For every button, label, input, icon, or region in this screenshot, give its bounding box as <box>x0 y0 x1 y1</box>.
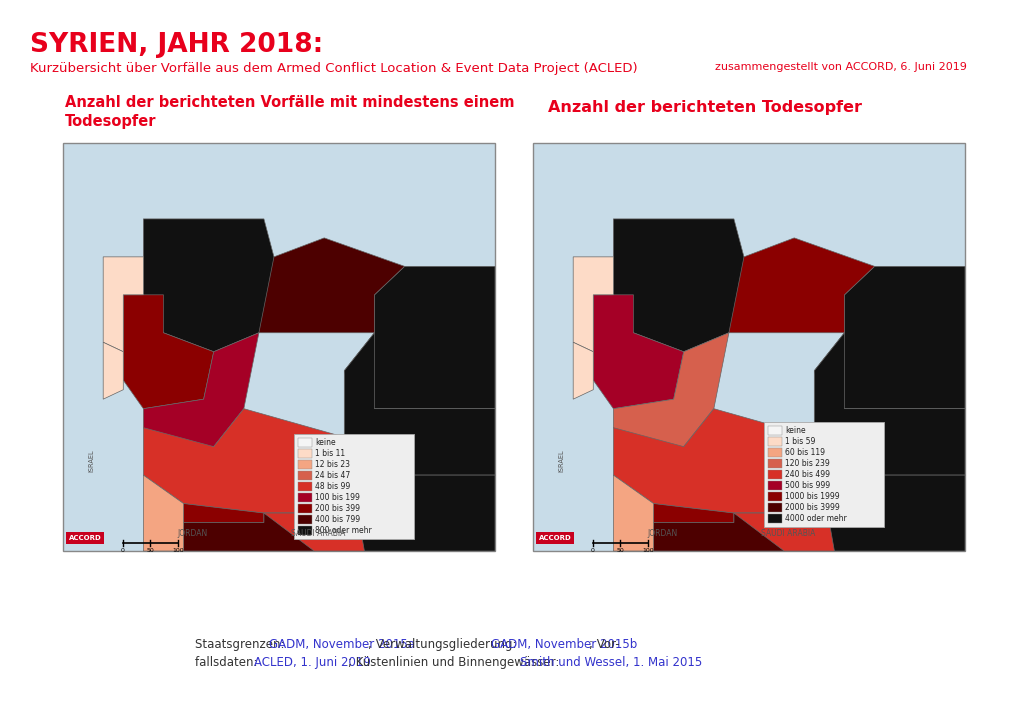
Text: keine: keine <box>315 438 335 447</box>
Text: ; Vor-: ; Vor- <box>589 638 620 651</box>
Bar <box>298 493 312 502</box>
Text: ISRAEL: ISRAEL <box>557 450 564 472</box>
Bar <box>66 532 104 544</box>
Text: keine: keine <box>785 426 805 435</box>
Text: ACLED, 1. Juni 2019: ACLED, 1. Juni 2019 <box>254 656 371 669</box>
Polygon shape <box>103 342 123 399</box>
Bar <box>767 459 782 468</box>
Bar <box>767 437 782 446</box>
Polygon shape <box>244 238 405 333</box>
Text: 60 bis 119: 60 bis 119 <box>785 448 824 457</box>
Polygon shape <box>144 219 274 352</box>
Bar <box>298 438 312 447</box>
Bar <box>767 470 782 479</box>
Bar <box>298 460 312 469</box>
Polygon shape <box>612 409 854 513</box>
Text: ACCORD: ACCORD <box>538 535 571 541</box>
Text: fallsdaten:: fallsdaten: <box>195 656 261 669</box>
Text: SAUDI ARABIA: SAUDI ARABIA <box>290 528 344 537</box>
Text: 50: 50 <box>146 548 154 553</box>
Bar <box>533 143 964 551</box>
Text: 48 bis 99: 48 bis 99 <box>315 482 350 491</box>
Text: ACCORD: ACCORD <box>68 535 101 541</box>
Text: 200 bis 399: 200 bis 399 <box>315 504 360 513</box>
Bar <box>767 448 782 457</box>
Polygon shape <box>344 266 494 409</box>
Text: Staatsgrenzen:: Staatsgrenzen: <box>195 638 288 651</box>
Polygon shape <box>653 513 794 551</box>
Text: ; Küstenlinien und Binnengewässer:: ; Küstenlinien und Binnengewässer: <box>347 656 562 669</box>
Text: 240 bis 499: 240 bis 499 <box>785 470 829 479</box>
Bar <box>767 514 782 523</box>
Text: ISRAEL: ISRAEL <box>88 450 94 472</box>
Text: GADM, November 2015b: GADM, November 2015b <box>490 638 637 651</box>
Text: 0: 0 <box>590 548 594 553</box>
Bar <box>298 515 312 524</box>
Bar <box>298 471 312 480</box>
Polygon shape <box>123 295 214 409</box>
Bar <box>298 526 312 535</box>
Text: 400 bis 799: 400 bis 799 <box>315 515 360 524</box>
Text: 0: 0 <box>121 548 124 553</box>
Polygon shape <box>612 219 743 352</box>
Bar <box>293 434 414 539</box>
Text: 800 oder mehr: 800 oder mehr <box>315 526 371 535</box>
Text: 500 bis 999: 500 bis 999 <box>785 481 829 490</box>
Text: SAUDI ARABIA: SAUDI ARABIA <box>760 528 814 537</box>
Text: 1000 bis 1999: 1000 bis 1999 <box>785 492 839 501</box>
Polygon shape <box>713 238 873 333</box>
Polygon shape <box>653 503 734 523</box>
Bar <box>767 492 782 501</box>
Text: Anzahl der berichteten Todesopfer: Anzahl der berichteten Todesopfer <box>547 100 861 115</box>
Bar <box>298 449 312 458</box>
Polygon shape <box>144 409 384 513</box>
Text: ; Verwaltungsgliederung:: ; Verwaltungsgliederung: <box>367 638 520 651</box>
Text: 4000 oder mehr: 4000 oder mehr <box>785 514 846 523</box>
Text: Todesopfer: Todesopfer <box>65 114 156 129</box>
Text: JORDAN: JORDAN <box>177 528 208 537</box>
Polygon shape <box>183 513 324 551</box>
Text: 50: 50 <box>615 548 624 553</box>
Bar <box>535 532 574 544</box>
Text: 100 bis 199: 100 bis 199 <box>315 493 360 502</box>
Text: 100: 100 <box>642 548 653 553</box>
Polygon shape <box>612 475 653 551</box>
Bar <box>63 143 494 551</box>
Text: Anzahl der berichteten Vorfälle mit mindestens einem: Anzahl der berichteten Vorfälle mit mind… <box>65 95 514 110</box>
Text: 12 bis 23: 12 bis 23 <box>315 460 350 469</box>
Polygon shape <box>593 295 683 409</box>
Polygon shape <box>813 266 964 409</box>
Bar <box>298 482 312 491</box>
Polygon shape <box>573 342 593 399</box>
Bar <box>767 503 782 512</box>
Text: JORDAN: JORDAN <box>647 528 678 537</box>
Polygon shape <box>734 475 854 551</box>
Bar <box>763 422 883 527</box>
Text: SYRIEN, JAHR 2018:: SYRIEN, JAHR 2018: <box>30 32 323 58</box>
Text: Smith und Wessel, 1. Mai 2015: Smith und Wessel, 1. Mai 2015 <box>520 656 702 669</box>
Polygon shape <box>813 333 964 475</box>
Text: 24 bis 47: 24 bis 47 <box>315 471 350 480</box>
Polygon shape <box>612 333 729 446</box>
Polygon shape <box>183 503 264 523</box>
Text: 1 bis 11: 1 bis 11 <box>315 449 344 458</box>
Text: GADM, November 2015a: GADM, November 2015a <box>269 638 415 651</box>
Bar <box>767 426 782 435</box>
Polygon shape <box>264 475 384 551</box>
Text: Kurzübersicht über Vorfälle aus dem Armed Conflict Location & Event Data Project: Kurzübersicht über Vorfälle aus dem Arme… <box>30 62 637 75</box>
Text: 2000 bis 3999: 2000 bis 3999 <box>785 503 839 512</box>
Polygon shape <box>144 475 183 551</box>
Bar <box>767 481 782 490</box>
Polygon shape <box>344 333 494 475</box>
Polygon shape <box>573 257 612 352</box>
Text: 1 bis 59: 1 bis 59 <box>785 437 814 446</box>
Polygon shape <box>144 333 259 446</box>
Text: 120 bis 239: 120 bis 239 <box>785 459 828 468</box>
Text: 100: 100 <box>172 548 183 553</box>
Polygon shape <box>813 437 964 551</box>
Text: zusammengestellt von ACCORD, 6. Juni 2019: zusammengestellt von ACCORD, 6. Juni 201… <box>714 62 966 72</box>
Bar <box>298 504 312 513</box>
Polygon shape <box>103 257 144 352</box>
Polygon shape <box>344 437 494 551</box>
